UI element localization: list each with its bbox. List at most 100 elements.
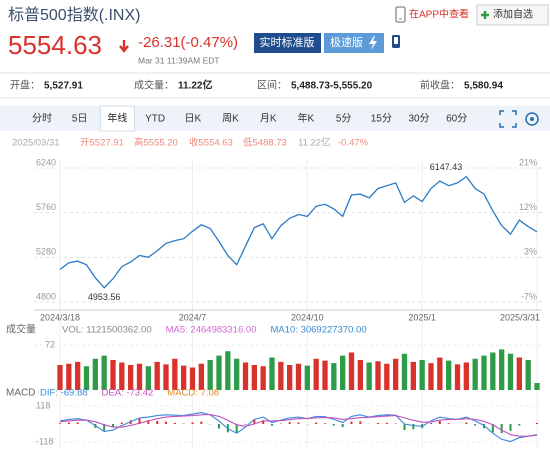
macd-bar bbox=[103, 424, 106, 431]
standard-button[interactable]: 实时标准版 bbox=[254, 33, 321, 53]
volume-bar bbox=[313, 358, 319, 390]
phone-icon[interactable] bbox=[392, 35, 400, 48]
volume-bar bbox=[251, 365, 257, 390]
tab[interactable]: 5分 bbox=[336, 113, 352, 125]
add-label: 添加自选 bbox=[493, 8, 533, 21]
info-text: 11.22亿 bbox=[298, 137, 331, 149]
y-tick-label: 5760 bbox=[36, 202, 56, 212]
volume-bar bbox=[516, 357, 522, 390]
macd-bar bbox=[500, 424, 503, 434]
info-text: 高5555.20 bbox=[134, 137, 178, 149]
volume-bar bbox=[437, 357, 443, 390]
volume-bar bbox=[163, 364, 169, 390]
macd-bar bbox=[509, 424, 512, 431]
volume-bar bbox=[490, 352, 496, 390]
legend-text: MA5: 2464983316.00 bbox=[166, 325, 257, 336]
tab[interactable]: YTD bbox=[145, 114, 165, 125]
volume-bar bbox=[534, 382, 540, 390]
volume-bar bbox=[331, 363, 337, 390]
volume-bar bbox=[278, 361, 284, 390]
tab[interactable]: 60分 bbox=[446, 113, 467, 125]
macd-bar bbox=[447, 423, 450, 424]
volume-bar bbox=[295, 363, 302, 390]
y2-tick-label: 12% bbox=[519, 202, 537, 212]
settings-icon[interactable] bbox=[525, 112, 539, 126]
volume-bar bbox=[234, 358, 240, 390]
volume-bar bbox=[57, 365, 63, 390]
volume-bar bbox=[454, 364, 461, 390]
x-tick-label: 2024/7 bbox=[179, 312, 207, 322]
volume-bar bbox=[145, 366, 151, 390]
y-tick-label: 118 bbox=[36, 400, 50, 410]
volume-bar bbox=[119, 362, 125, 390]
macd-bar bbox=[235, 424, 238, 433]
volume-bar bbox=[260, 366, 266, 390]
macd-line bbox=[59, 413, 538, 437]
macd-bar bbox=[120, 422, 123, 424]
macd-bar bbox=[385, 422, 388, 424]
add-button[interactable]: 添加自选 bbox=[476, 4, 549, 26]
legend-text: DEA: -73.42 bbox=[102, 388, 154, 399]
macd-bar bbox=[147, 420, 150, 424]
volume-bar bbox=[463, 362, 469, 390]
volume-bar bbox=[172, 358, 178, 390]
macd-bar bbox=[262, 420, 265, 424]
macd-bar bbox=[297, 422, 300, 424]
volume-bar bbox=[242, 362, 249, 390]
stat-label: 开盘： bbox=[10, 79, 40, 92]
stat-value: 5,488.73-5,555.20 bbox=[291, 81, 373, 92]
macd-bar bbox=[59, 423, 61, 424]
macd-bar bbox=[359, 421, 362, 424]
macd-bar bbox=[271, 424, 273, 426]
price-line bbox=[59, 175, 538, 289]
tab[interactable]: 30分 bbox=[408, 113, 429, 125]
volume-bar bbox=[198, 363, 204, 390]
volume-bar bbox=[507, 353, 514, 390]
down-arrow bbox=[119, 40, 129, 53]
macd-bar bbox=[288, 422, 291, 424]
x-tick-label: 2025/1 bbox=[408, 312, 436, 322]
tab[interactable]: 分时 bbox=[32, 113, 52, 125]
x-tick-label: 2025/3/31 bbox=[500, 312, 540, 322]
legend-text: VOL: 1121500362.00 bbox=[62, 325, 152, 336]
tab[interactable]: 年线 bbox=[107, 112, 127, 125]
tab[interactable]: 月K bbox=[260, 113, 277, 125]
tab[interactable]: 年K bbox=[298, 112, 315, 125]
x-tick-label: 2024/3/18 bbox=[40, 312, 80, 322]
stat-value: 5,527.91 bbox=[44, 81, 83, 92]
volume-bar bbox=[375, 361, 381, 390]
volume-bar bbox=[446, 360, 452, 390]
tab[interactable]: 15分 bbox=[371, 113, 392, 125]
macd-bar bbox=[536, 422, 538, 424]
volume-bar bbox=[393, 358, 399, 390]
volume-bar bbox=[92, 358, 98, 390]
app-link[interactable]: 在APP中查看 bbox=[409, 8, 469, 21]
macd-bar bbox=[76, 422, 79, 424]
volume-bar bbox=[348, 352, 355, 390]
macd-bar bbox=[518, 424, 521, 426]
expand-icon[interactable] bbox=[499, 110, 517, 128]
volume-bar bbox=[189, 367, 196, 390]
tab[interactable]: 5日 bbox=[72, 114, 88, 125]
panel-title: 成交量 bbox=[6, 323, 36, 336]
macd-bar bbox=[200, 421, 203, 424]
macd-bar bbox=[412, 424, 415, 430]
macd-bar bbox=[173, 422, 176, 424]
tab[interactable]: 周K bbox=[222, 113, 239, 125]
legend-text: MACD: 7.08 bbox=[167, 388, 219, 399]
volume-bar bbox=[525, 360, 531, 390]
fast-button[interactable]: 极速版 bbox=[324, 33, 384, 53]
tab[interactable]: 日K bbox=[184, 114, 201, 125]
volume-bar bbox=[216, 355, 222, 390]
stat-label: 成交量： bbox=[134, 79, 174, 92]
macd-bar bbox=[156, 420, 159, 424]
macd-bar bbox=[165, 421, 167, 424]
stat-value: 11.22亿 bbox=[178, 79, 212, 92]
title: 标普500指数(.INX) bbox=[8, 6, 140, 24]
volume-bar bbox=[481, 355, 487, 390]
y-tick-label: 5280 bbox=[36, 247, 56, 257]
macd-bar bbox=[315, 422, 318, 424]
y-tick-label: 72 bbox=[45, 339, 55, 349]
macd-bar bbox=[218, 424, 220, 429]
macd-bar bbox=[67, 422, 70, 424]
